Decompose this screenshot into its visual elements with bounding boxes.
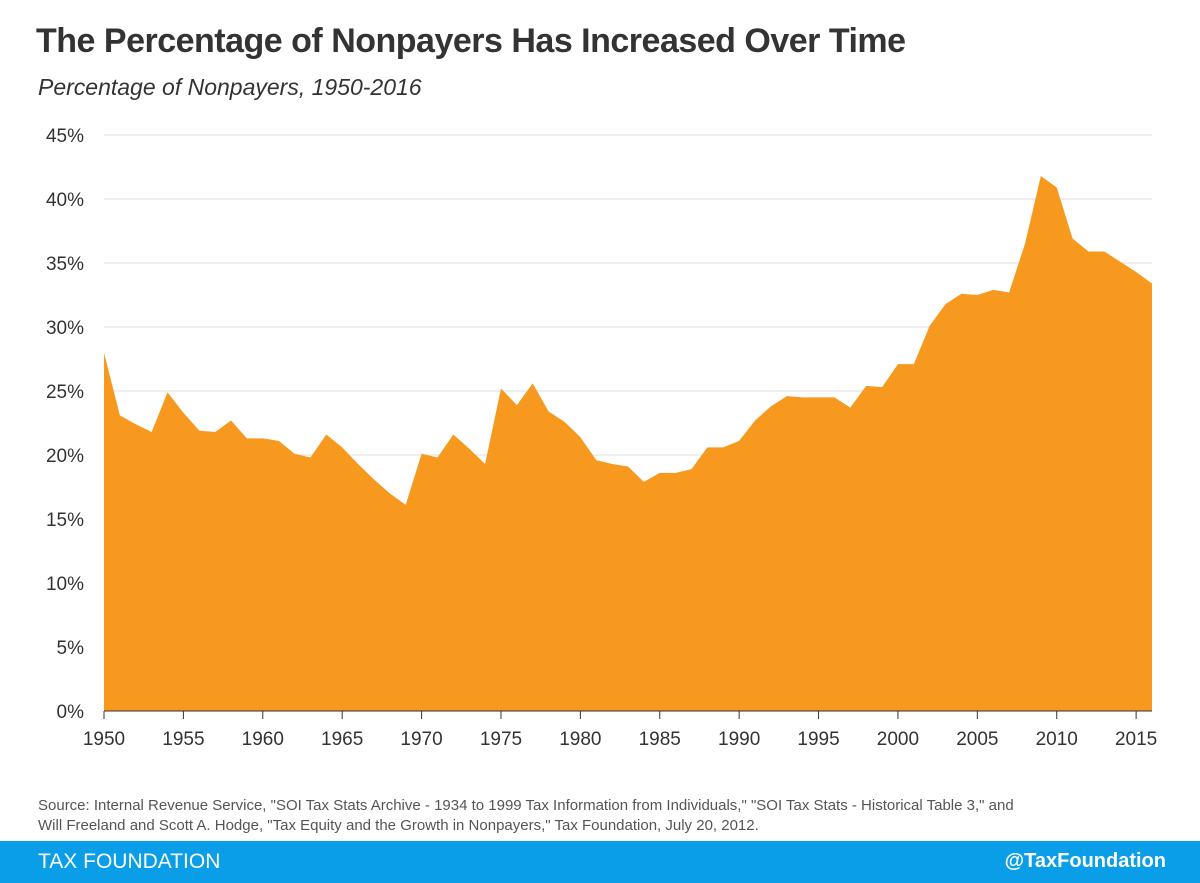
x-tick-label: 1965: [321, 729, 363, 750]
source-line-1: Source: Internal Revenue Service, "SOI T…: [38, 797, 1014, 814]
y-tick-label: 5%: [57, 638, 85, 659]
footer-bar: TAX FOUNDATION @TaxFoundation: [0, 841, 1200, 883]
y-tick-label: 35%: [46, 254, 84, 275]
area-chart: 0% 5% 10% 15% 20% 25% 30% 35% 40% 45% 1950 1955 196…: [46, 126, 1157, 750]
y-axis-labels: 0% 5% 10% 15% 20% 25% 30% 35% 40% 45%: [46, 126, 84, 723]
x-tick-label: 1985: [639, 729, 681, 750]
x-tick-label: 1995: [797, 729, 839, 750]
chart-title: The Percentage of Nonpayers Has Increase…: [36, 22, 906, 60]
x-tick-label: 2000: [877, 729, 919, 750]
x-tick-label: 1960: [242, 729, 284, 750]
y-tick-label: 15%: [46, 510, 84, 531]
x-tick-label: 2010: [1036, 729, 1078, 750]
x-tick-label: 1980: [559, 729, 601, 750]
x-tick-label: 1990: [718, 729, 760, 750]
x-tick-label: 2015: [1115, 729, 1157, 750]
y-tick-label: 45%: [46, 126, 84, 147]
y-tick-label: 20%: [46, 446, 84, 467]
x-axis-labels: 1950 1955 1960 1965 1970 1975 1980 1985 1990 1995…: [83, 729, 1157, 750]
y-tick-label: 30%: [46, 318, 84, 339]
footer-brand: TAX FOUNDATION: [38, 850, 221, 873]
area-fill: [104, 175, 1152, 711]
x-tick-label: 2005: [956, 729, 998, 750]
x-tick-label: 1975: [480, 729, 522, 750]
x-tick-label: 1970: [400, 729, 442, 750]
source-note: Source: Internal Revenue Service, "SOI T…: [38, 796, 1158, 836]
y-tick-label: 0%: [57, 702, 85, 723]
x-tick-label: 1955: [162, 729, 204, 750]
area-series: [104, 175, 1152, 711]
footer-twitter-handle[interactable]: @TaxFoundation: [1004, 850, 1166, 872]
x-tick-label: 1950: [83, 729, 125, 750]
y-tick-label: 40%: [46, 190, 84, 211]
chart-subtitle: Percentage of Nonpayers, 1950-2016: [38, 74, 422, 100]
x-axis: [103, 710, 1152, 719]
y-tick-label: 10%: [46, 574, 84, 595]
source-line-2: Will Freeland and Scott A. Hodge, "Tax E…: [38, 817, 759, 834]
y-tick-label: 25%: [46, 382, 84, 403]
